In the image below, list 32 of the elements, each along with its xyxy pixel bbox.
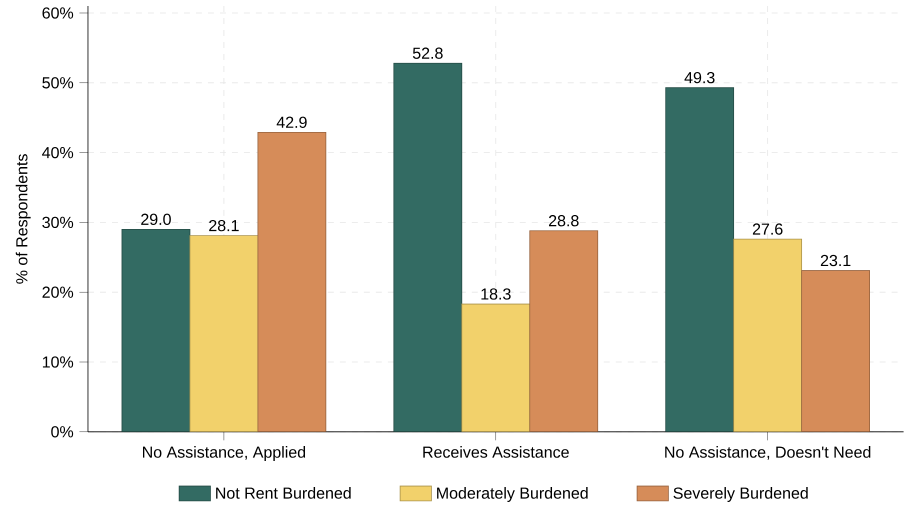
x-tick-label: No Assistance, Doesn't Need xyxy=(665,446,870,460)
data-label: 28.8 xyxy=(549,215,579,226)
data-label: 49.3 xyxy=(684,72,715,84)
y-tick-label: 60% xyxy=(42,7,74,19)
bar xyxy=(529,230,598,432)
bar xyxy=(393,62,462,432)
legend-label: Severely Burdened xyxy=(674,487,808,502)
data-label: 42.9 xyxy=(276,116,307,128)
data-label: 23.1 xyxy=(820,254,850,266)
bar xyxy=(801,270,870,432)
legend-label: Moderately Burdened xyxy=(437,487,588,502)
data-label: 29.0 xyxy=(141,214,171,226)
y-tick-label: 40% xyxy=(42,147,74,158)
x-tick-label: No Assistance, Applied xyxy=(142,446,306,462)
y-axis-title: % of Respondents xyxy=(16,154,31,284)
data-label: 52.8 xyxy=(412,48,443,59)
y-tick-label: 50% xyxy=(42,77,74,89)
data-label: 27.6 xyxy=(752,224,783,235)
y-tick-label: 30% xyxy=(42,216,74,228)
bar xyxy=(461,304,530,432)
bar xyxy=(733,238,802,432)
legend-label: Not Rent Burdened xyxy=(216,487,351,499)
y-tick-label: 0% xyxy=(51,426,74,438)
bar xyxy=(190,235,258,432)
bar xyxy=(257,132,326,432)
data-label: 18.3 xyxy=(481,288,511,300)
bar xyxy=(665,87,734,432)
data-label: 28.1 xyxy=(209,220,239,232)
x-tick-label: Receives Assistance xyxy=(423,446,569,458)
bar xyxy=(122,229,190,432)
y-tick-label: 20% xyxy=(42,286,74,298)
y-tick-label: 10% xyxy=(42,356,74,368)
